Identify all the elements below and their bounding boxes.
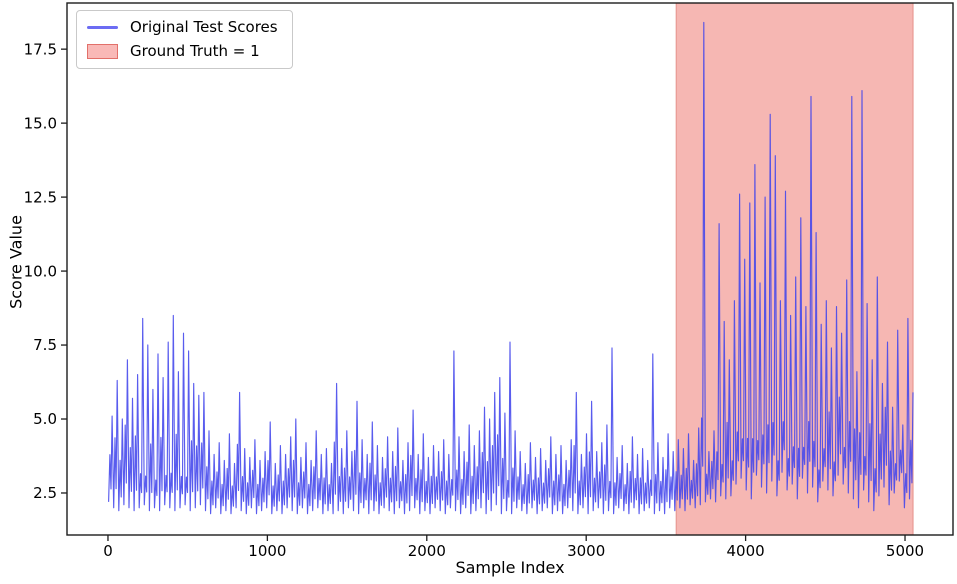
original-test-scores-line bbox=[108, 21, 914, 515]
y-tick-label: 12.5 bbox=[24, 188, 57, 206]
legend-patch-swatch bbox=[87, 44, 118, 59]
y-tick-label: 17.5 bbox=[24, 40, 57, 58]
y-tick-label: 15.0 bbox=[24, 114, 57, 132]
x-axis-label: Sample Index bbox=[455, 558, 565, 577]
y-tick-label: 7.5 bbox=[33, 336, 57, 354]
x-tick-label: 4000 bbox=[727, 542, 765, 560]
x-tick-label: 5000 bbox=[886, 542, 924, 560]
x-tick-label: 2000 bbox=[408, 542, 446, 560]
x-tick-label: 3000 bbox=[567, 542, 605, 560]
y-tick-label: 2.5 bbox=[33, 484, 57, 502]
legend: Original Test Scores Ground Truth = 1 bbox=[76, 10, 293, 69]
legend-item-original-test-scores: Original Test Scores bbox=[87, 18, 278, 37]
x-tick-label: 0 bbox=[103, 542, 113, 560]
y-axis-label: Score Value bbox=[6, 215, 26, 309]
chart-series-layer bbox=[108, 21, 914, 515]
y-tick-label: 10.0 bbox=[24, 262, 57, 280]
x-tick-label: 1000 bbox=[248, 542, 286, 560]
chart-ticks-layer: 0 1000 2000 3000 4000 5000 2.5 5.0 7.5 10.0 12.5 15… bbox=[24, 40, 925, 560]
axes-spines bbox=[66, 2, 954, 536]
legend-label: Original Test Scores bbox=[130, 18, 278, 36]
y-tick-label: 5.0 bbox=[33, 410, 57, 428]
legend-line-swatch bbox=[87, 26, 118, 29]
legend-label: Ground Truth = 1 bbox=[130, 42, 260, 60]
legend-item-ground-truth: Ground Truth = 1 bbox=[87, 42, 278, 61]
